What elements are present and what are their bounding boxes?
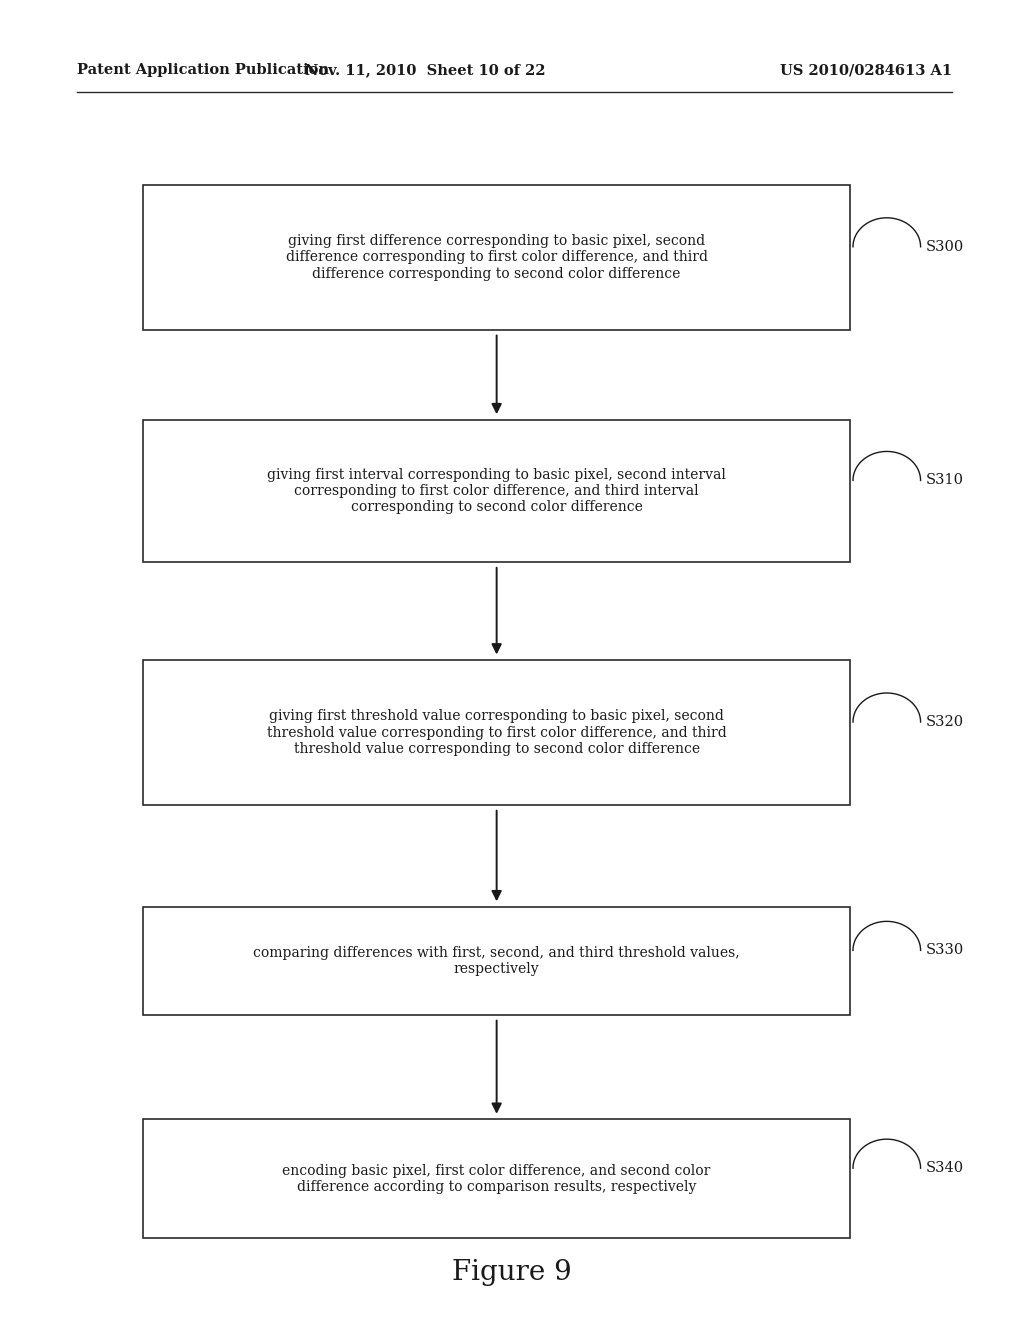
Text: Figure 9: Figure 9 xyxy=(453,1259,571,1286)
Text: giving first difference corresponding to basic pixel, second
difference correspo: giving first difference corresponding to… xyxy=(286,234,708,281)
Bar xyxy=(143,420,850,562)
Text: Patent Application Publication: Patent Application Publication xyxy=(77,63,329,78)
Bar xyxy=(143,660,850,805)
Text: giving first interval corresponding to basic pixel, second interval
correspondin: giving first interval corresponding to b… xyxy=(267,467,726,515)
Text: US 2010/0284613 A1: US 2010/0284613 A1 xyxy=(780,63,952,78)
Text: giving first threshold value corresponding to basic pixel, second
threshold valu: giving first threshold value correspondi… xyxy=(267,709,726,756)
Bar xyxy=(143,185,850,330)
Bar xyxy=(143,1119,850,1238)
Text: Nov. 11, 2010  Sheet 10 of 22: Nov. 11, 2010 Sheet 10 of 22 xyxy=(305,63,545,78)
Text: S320: S320 xyxy=(926,715,964,729)
Text: S330: S330 xyxy=(926,944,964,957)
Text: comparing differences with first, second, and third threshold values,
respective: comparing differences with first, second… xyxy=(253,946,740,975)
Text: encoding basic pixel, first color difference, and second color
difference accord: encoding basic pixel, first color differ… xyxy=(283,1164,711,1193)
Text: S300: S300 xyxy=(926,240,964,253)
Text: S340: S340 xyxy=(926,1162,964,1175)
Text: S310: S310 xyxy=(926,474,964,487)
Bar xyxy=(143,907,850,1015)
